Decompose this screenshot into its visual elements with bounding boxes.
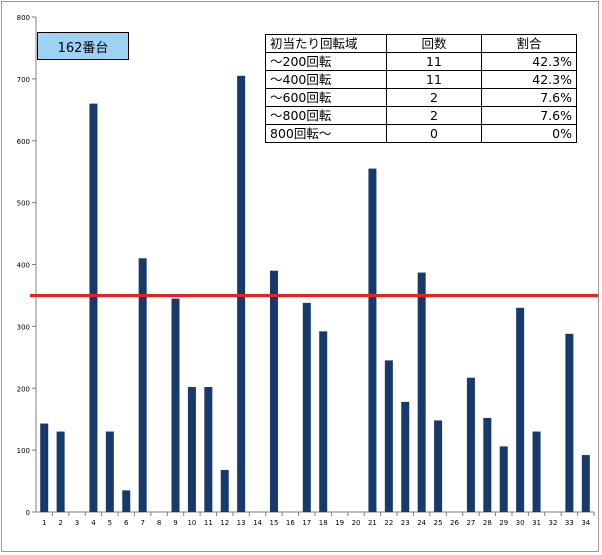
bar — [532, 431, 541, 512]
x-tick-label: 9 — [173, 519, 177, 527]
y-tick-label: 600 — [17, 138, 30, 146]
ratio-cell: 7.6% — [481, 88, 577, 107]
bar — [89, 103, 98, 512]
bar — [434, 420, 443, 512]
x-tick-label: 33 — [565, 519, 574, 527]
bar — [483, 417, 492, 512]
x-tick-label: 4 — [91, 519, 96, 527]
x-tick-label: 30 — [516, 519, 525, 527]
bar — [516, 307, 525, 512]
bar — [269, 270, 278, 512]
bar — [581, 455, 590, 512]
x-tick-label: 25 — [434, 519, 443, 527]
x-tick-label: 17 — [302, 519, 311, 527]
y-tick-label: 300 — [17, 323, 30, 331]
y-tick-label: 0 — [26, 509, 30, 517]
stats-header-row: 初当たり回転域 回数 割合 — [265, 34, 577, 53]
bar — [499, 446, 508, 512]
x-tick-label: 31 — [532, 519, 541, 527]
x-tick-label: 5 — [108, 519, 112, 527]
bar — [105, 431, 114, 512]
ratio-cell: 42.3% — [481, 52, 577, 71]
bar — [319, 331, 328, 512]
machine-number-label: 162番台 — [37, 32, 129, 60]
bar — [368, 168, 377, 512]
x-tick-label: 16 — [286, 519, 295, 527]
x-tick-label: 1 — [42, 519, 46, 527]
x-tick-label: 7 — [140, 519, 144, 527]
x-tick-label: 28 — [483, 519, 492, 527]
y-tick-label: 100 — [17, 447, 30, 455]
x-tick-label: 18 — [319, 519, 328, 527]
count-cell: 11 — [386, 70, 482, 89]
x-tick-label: 14 — [253, 519, 262, 527]
x-tick-label: 3 — [75, 519, 79, 527]
count-cell: 11 — [386, 52, 482, 71]
header-ratio: 割合 — [481, 34, 577, 53]
x-tick-label: 23 — [401, 519, 410, 527]
stats-table: 初当たり回転域 回数 割合 ～200回転 11 42.3% ～400回転 11 … — [265, 34, 577, 143]
x-tick-label: 8 — [157, 519, 161, 527]
bar — [466, 377, 475, 512]
x-tick-label: 21 — [368, 519, 377, 527]
header-range: 初当たり回転域 — [265, 34, 387, 53]
x-tick-label: 12 — [220, 519, 229, 527]
range-cell: ～800回転 — [265, 106, 387, 125]
table-row: ～600回転 2 7.6% — [265, 88, 577, 107]
bar — [384, 360, 393, 512]
count-cell: 2 — [386, 88, 482, 107]
bar — [401, 401, 410, 512]
range-cell: ～200回転 — [265, 52, 387, 71]
x-tick-label: 2 — [58, 519, 62, 527]
range-cell: ～600回転 — [265, 88, 387, 107]
bar — [220, 469, 229, 512]
table-row: ～200回転 11 42.3% — [265, 52, 577, 71]
count-cell: 2 — [386, 106, 482, 125]
ratio-cell: 7.6% — [481, 106, 577, 125]
x-tick-label: 27 — [466, 519, 475, 527]
ratio-cell: 0% — [481, 124, 577, 143]
x-tick-label: 32 — [549, 519, 558, 527]
bar — [302, 302, 311, 512]
table-row: ～800回転 2 7.6% — [265, 106, 577, 125]
bar — [138, 258, 147, 512]
bar — [204, 387, 213, 512]
x-tick-label: 29 — [499, 519, 508, 527]
x-tick-label: 34 — [581, 519, 590, 527]
x-tick-label: 24 — [417, 519, 426, 527]
y-tick-label: 700 — [17, 76, 30, 84]
bar — [40, 423, 49, 512]
header-count: 回数 — [386, 34, 482, 53]
y-tick-label: 200 — [17, 385, 30, 393]
x-tick-label: 20 — [352, 519, 361, 527]
x-tick-label: 15 — [270, 519, 279, 527]
x-tick-label: 13 — [237, 519, 246, 527]
x-tick-label: 22 — [384, 519, 393, 527]
bar — [171, 298, 180, 512]
ratio-cell: 42.3% — [481, 70, 577, 89]
bar — [122, 490, 131, 512]
x-tick-label: 19 — [335, 519, 344, 527]
count-cell: 0 — [386, 124, 482, 143]
table-row: ～400回転 11 42.3% — [265, 70, 577, 89]
y-tick-label: 800 — [17, 14, 30, 22]
x-tick-label: 6 — [124, 519, 129, 527]
range-cell: ～400回転 — [265, 70, 387, 89]
bar — [187, 387, 196, 512]
y-tick-label: 500 — [17, 200, 30, 208]
y-tick-label: 400 — [17, 262, 30, 270]
bar — [417, 272, 426, 512]
bar — [56, 431, 65, 512]
table-row: 800回転～ 0 0% — [265, 124, 577, 143]
bar — [237, 75, 246, 512]
bar — [565, 333, 574, 512]
x-tick-label: 26 — [450, 519, 459, 527]
x-tick-label: 11 — [204, 519, 213, 527]
x-tick-label: 10 — [187, 519, 196, 527]
range-cell: 800回転～ — [265, 124, 387, 143]
